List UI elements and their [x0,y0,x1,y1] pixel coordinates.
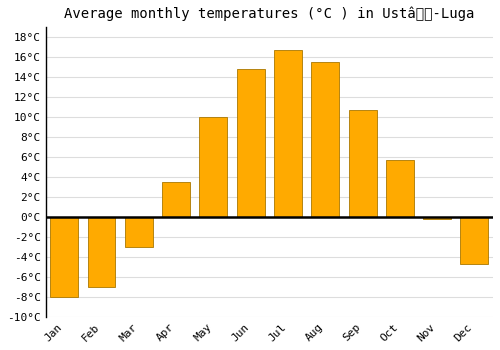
Bar [236,69,264,217]
Bar [200,117,228,217]
Bar [348,110,376,217]
Bar [423,217,451,219]
Bar [88,217,116,287]
Bar [50,217,78,297]
Bar [162,182,190,217]
Bar [125,217,153,247]
Bar [460,217,488,264]
Bar [274,50,302,217]
Bar [312,62,339,217]
Bar [386,160,414,217]
Title: Average monthly temperatures (°C ) in Ustâ-Luga: Average monthly temperatures (°C ) in Us… [64,7,474,21]
